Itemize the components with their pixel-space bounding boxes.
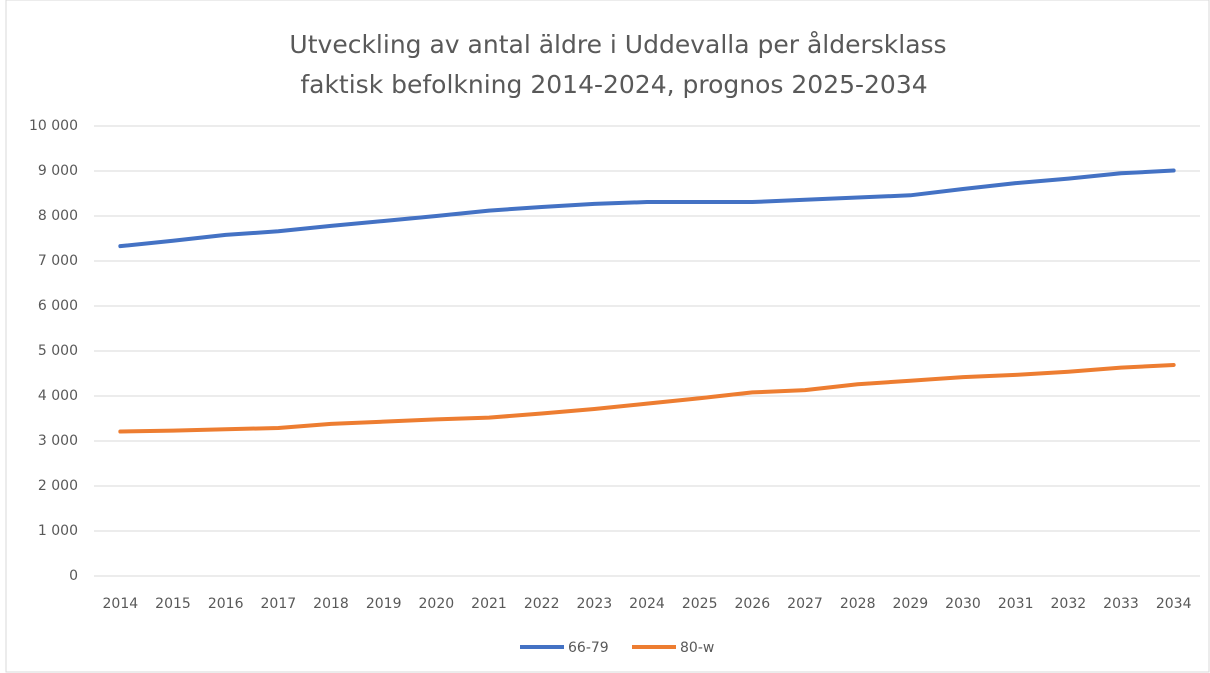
y-tick-label: 6 000 (38, 298, 78, 314)
y-tick-label: 10 000 (29, 118, 78, 134)
legend-label: 80-w (680, 640, 714, 656)
y-tick-label: 7 000 (38, 253, 78, 269)
y-tick-label: 2 000 (38, 478, 78, 494)
y-tick-label: 5 000 (38, 343, 78, 359)
chart-subtitle: faktisk befolkning 2014-2024, prognos 20… (300, 70, 927, 99)
x-tick-label: 2016 (208, 596, 244, 612)
x-tick-label: 2024 (629, 596, 665, 612)
x-tick-label: 2020 (419, 596, 455, 612)
chart-border (5, 0, 1210, 673)
x-tick-label: 2034 (1156, 596, 1192, 612)
x-tick-label: 2019 (366, 596, 402, 612)
y-tick-label: 8 000 (38, 208, 78, 224)
x-tick-label: 2018 (313, 596, 349, 612)
x-tick-label: 2017 (261, 596, 297, 612)
x-tick-label: 2029 (893, 596, 929, 612)
x-tick-label: 2023 (577, 596, 613, 612)
x-tick-label: 2027 (787, 596, 823, 612)
x-tick-label: 2032 (1051, 596, 1087, 612)
x-tick-label: 2026 (735, 596, 771, 612)
line-series (118, 168, 1176, 249)
chart-title: Utveckling av antal äldre i Uddevalla pe… (289, 30, 946, 59)
x-tick-label: 2031 (998, 596, 1034, 612)
x-tick-label: 2022 (524, 596, 560, 612)
y-tick-label: 9 000 (38, 163, 78, 179)
line-series (118, 362, 1176, 434)
legend-label: 66-79 (568, 640, 609, 656)
x-tick-label: 2033 (1103, 596, 1139, 612)
y-tick-label: 1 000 (38, 523, 78, 539)
y-tick-label: 0 (69, 568, 78, 584)
x-tick-label: 2030 (945, 596, 981, 612)
x-tick-label: 2014 (103, 596, 139, 612)
x-tick-label: 2015 (155, 596, 191, 612)
x-tick-label: 2028 (840, 596, 876, 612)
y-tick-label: 3 000 (38, 433, 78, 449)
x-tick-label: 2025 (682, 596, 718, 612)
x-tick-label: 2021 (471, 596, 507, 612)
y-tick-label: 4 000 (38, 388, 78, 404)
